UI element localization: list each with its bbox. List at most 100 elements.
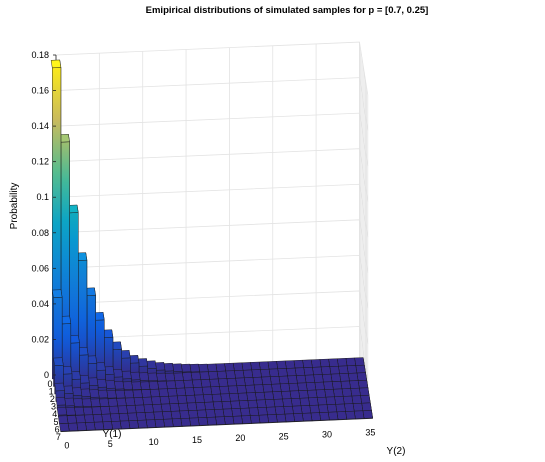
bar xyxy=(276,360,287,370)
y1-tick-label: 1 xyxy=(49,387,54,397)
bar xyxy=(229,393,240,402)
bar xyxy=(234,370,245,379)
bar xyxy=(346,365,358,375)
bar xyxy=(313,374,324,384)
bar xyxy=(224,362,235,372)
bar xyxy=(310,359,322,369)
bar xyxy=(282,398,293,408)
bar xyxy=(279,383,291,393)
bar xyxy=(271,383,282,393)
bar xyxy=(253,384,265,394)
bar xyxy=(210,386,221,396)
bar xyxy=(272,391,283,401)
bar xyxy=(226,377,237,387)
bar xyxy=(232,362,244,372)
bar xyxy=(102,421,113,431)
bar xyxy=(267,414,278,424)
bar xyxy=(66,415,77,425)
bar xyxy=(362,410,373,420)
bar xyxy=(231,408,242,418)
bar xyxy=(353,410,365,420)
bar xyxy=(179,410,190,420)
bar xyxy=(141,389,152,399)
bar xyxy=(107,398,118,408)
bar xyxy=(286,367,297,377)
bar xyxy=(91,406,102,416)
bar xyxy=(175,387,187,397)
z-axis-label: Probability xyxy=(9,183,20,230)
bar xyxy=(252,376,263,386)
bar xyxy=(319,358,330,368)
bar xyxy=(163,362,174,375)
bar xyxy=(293,359,304,369)
bar xyxy=(267,361,278,370)
bar xyxy=(200,379,211,388)
bar xyxy=(237,392,248,402)
bar xyxy=(118,412,129,422)
bar xyxy=(330,373,341,383)
bar xyxy=(160,403,172,413)
bar xyxy=(352,403,364,412)
bar xyxy=(292,405,303,415)
bar xyxy=(76,422,87,432)
bar xyxy=(89,389,100,401)
bar xyxy=(108,405,120,415)
bar xyxy=(98,398,110,408)
bar xyxy=(340,380,351,390)
bar xyxy=(339,373,350,383)
bar xyxy=(90,398,101,408)
bar xyxy=(130,371,141,384)
bar xyxy=(247,399,258,409)
bar xyxy=(212,401,224,411)
bar xyxy=(336,411,347,421)
bar xyxy=(316,396,328,406)
bar xyxy=(243,377,255,387)
bar xyxy=(169,403,180,413)
bar xyxy=(128,420,139,430)
bar xyxy=(334,396,345,406)
bar xyxy=(162,411,173,421)
bar xyxy=(205,409,216,419)
bar xyxy=(307,389,318,399)
bar xyxy=(308,397,319,407)
bar xyxy=(275,413,287,423)
bar xyxy=(163,418,174,428)
bar xyxy=(294,367,306,377)
bar xyxy=(238,400,250,410)
bar xyxy=(106,390,117,400)
bar xyxy=(344,403,355,413)
bar xyxy=(241,362,252,372)
bar xyxy=(186,402,198,412)
bar xyxy=(312,366,323,376)
bar xyxy=(329,365,340,375)
bar xyxy=(123,389,135,399)
bar xyxy=(331,381,343,390)
bar xyxy=(300,405,312,415)
bar xyxy=(221,401,232,410)
bar xyxy=(113,381,125,392)
bar xyxy=(170,410,182,420)
bar xyxy=(361,402,372,412)
bar xyxy=(314,381,325,391)
bar xyxy=(142,396,153,406)
bar xyxy=(321,373,333,383)
bar xyxy=(357,379,369,389)
bar xyxy=(284,360,296,370)
bar xyxy=(355,364,366,374)
bar xyxy=(281,390,292,400)
back-wall-y2 xyxy=(56,42,360,376)
bar xyxy=(115,389,126,400)
bar xyxy=(242,369,254,379)
bar xyxy=(195,402,206,412)
bar xyxy=(319,412,330,421)
bar xyxy=(100,406,111,416)
bar xyxy=(72,398,84,409)
bar xyxy=(188,410,199,419)
bar xyxy=(283,405,294,415)
z-tick-label: 0.16 xyxy=(31,86,49,96)
bar xyxy=(92,414,103,424)
y2-tick-label: 15 xyxy=(192,435,202,445)
bar xyxy=(97,389,109,400)
bar xyxy=(278,375,289,385)
bar xyxy=(264,399,276,409)
